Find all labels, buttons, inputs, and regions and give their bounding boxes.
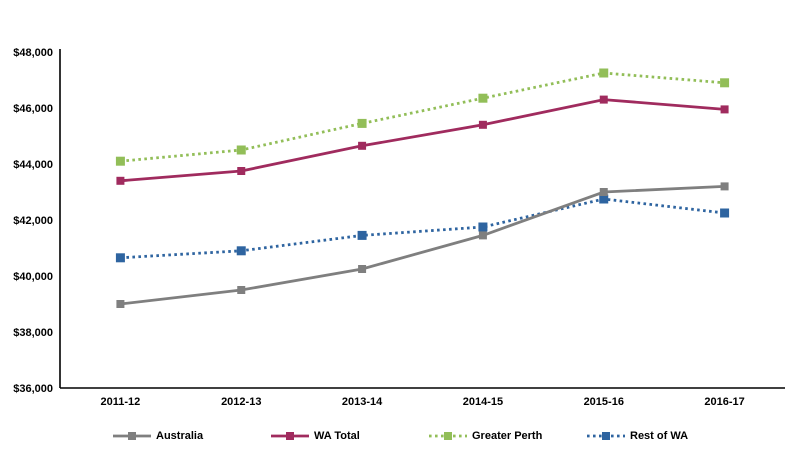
legend-label: Rest of WA bbox=[630, 430, 689, 442]
data-point-marker bbox=[115, 253, 125, 263]
legend-label: Australia bbox=[156, 430, 204, 442]
data-point-marker bbox=[478, 231, 487, 240]
legend-item-rest-of-wa: Rest of WA bbox=[587, 430, 688, 442]
series-line-greater-perth bbox=[120, 71, 725, 163]
legend-swatch-icon bbox=[113, 432, 151, 440]
legend-swatch-icon bbox=[271, 432, 309, 440]
series-line-rest-of-wa bbox=[120, 197, 725, 260]
data-point-marker bbox=[720, 208, 730, 218]
data-point-marker bbox=[357, 118, 367, 128]
line-chart: $36,000 $38,000 $40,000 $42,000 $44,000 $46,0… bbox=[13, 47, 785, 408]
y-tick-label: $48,000 bbox=[13, 47, 53, 59]
data-point-marker bbox=[599, 194, 609, 204]
data-point-marker bbox=[720, 182, 729, 191]
y-tick-label: $38,000 bbox=[13, 327, 53, 339]
x-tick-label: 2014-15 bbox=[463, 396, 503, 408]
data-point-marker bbox=[116, 300, 125, 308]
data-point-marker bbox=[478, 93, 488, 103]
data-point-marker bbox=[357, 230, 367, 240]
x-tick-label: 2013-14 bbox=[342, 396, 383, 408]
x-tick-label: 2015-16 bbox=[584, 396, 624, 408]
y-tick-label: $42,000 bbox=[13, 215, 53, 227]
y-tick-label: $40,000 bbox=[13, 271, 53, 283]
data-point-marker bbox=[599, 188, 608, 196]
data-point-marker bbox=[237, 286, 246, 294]
legend-item-greater-perth: Greater Perth bbox=[429, 430, 587, 442]
legend-label: WA Total bbox=[314, 430, 360, 442]
data-point-marker bbox=[599, 68, 609, 78]
data-point-marker bbox=[720, 78, 730, 88]
data-point-marker bbox=[237, 167, 246, 175]
x-tick-label: 2012-13 bbox=[221, 396, 261, 408]
data-point-marker bbox=[478, 222, 488, 232]
y-tick-label: $36,000 bbox=[13, 383, 53, 395]
data-point-marker bbox=[478, 120, 487, 129]
data-point-marker bbox=[599, 95, 608, 104]
data-point-marker bbox=[116, 176, 125, 185]
legend-item-wa-total: WA Total bbox=[271, 430, 429, 442]
data-point-marker bbox=[358, 141, 367, 150]
legend-swatch-icon bbox=[587, 432, 625, 440]
data-point-marker bbox=[358, 265, 367, 273]
legend-swatch-icon bbox=[429, 432, 467, 440]
y-tick-label: $44,000 bbox=[13, 159, 53, 171]
data-point-marker bbox=[236, 145, 246, 155]
legend-label: Greater Perth bbox=[472, 430, 543, 442]
series-line-wa-total bbox=[120, 98, 725, 183]
y-tick-label: $46,000 bbox=[13, 103, 53, 115]
chart-plot-area: $36,000 $38,000 $40,000 $42,000 $44,000 $46,0… bbox=[13, 47, 785, 408]
x-tick-label: 2016-17 bbox=[704, 396, 744, 408]
data-point-marker bbox=[115, 156, 125, 166]
legend-item-australia: Australia bbox=[113, 430, 271, 442]
chart-legend: Australia WA Total Greater Perth Rest of WA bbox=[0, 424, 794, 448]
series-line-australia bbox=[120, 185, 725, 306]
x-tick-label: 2011-12 bbox=[101, 396, 141, 408]
data-point-marker bbox=[236, 246, 246, 256]
data-point-marker bbox=[720, 105, 729, 114]
